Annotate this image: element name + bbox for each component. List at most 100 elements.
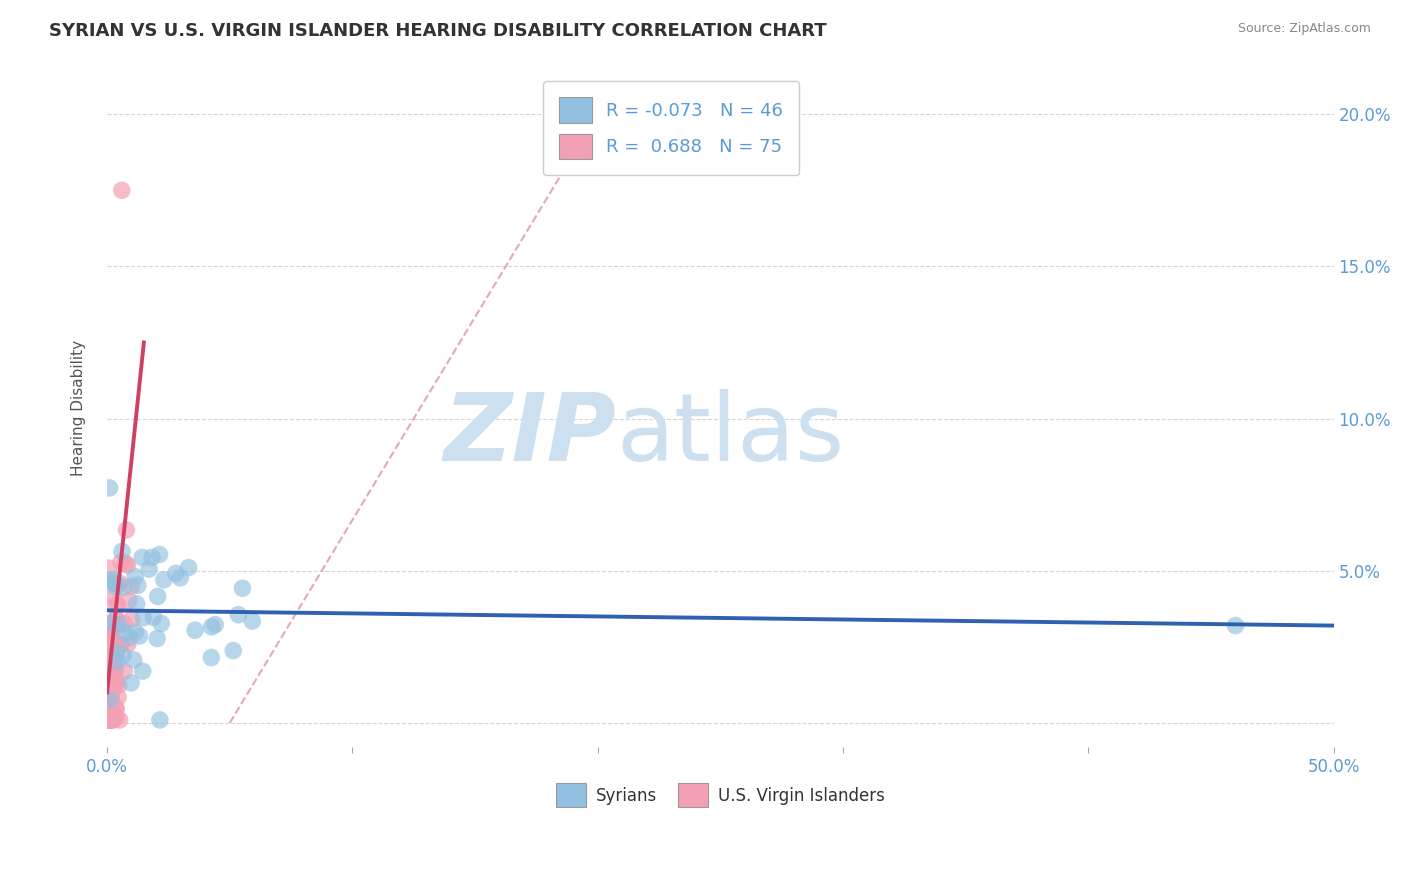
Point: [97, 713, 120, 727]
Point: [101, 713, 124, 727]
Point: [97, 678, 120, 692]
Point: [127, 578, 149, 592]
Point: [101, 713, 124, 727]
Point: [112, 580, 135, 594]
Point: [97, 713, 120, 727]
Point: [148, 548, 170, 562]
Point: [153, 573, 176, 587]
Point: [121, 612, 143, 626]
Point: [110, 555, 132, 569]
Point: [105, 645, 128, 659]
Point: [108, 576, 131, 591]
Point: [107, 617, 129, 632]
Point: [105, 655, 128, 669]
Point: [98, 712, 121, 726]
Point: [97, 713, 120, 727]
Point: [104, 673, 127, 687]
Point: [98, 481, 121, 495]
Point: [131, 550, 153, 565]
Point: [105, 677, 128, 691]
Point: [97, 698, 120, 712]
Point: [222, 643, 245, 657]
Point: [107, 619, 129, 633]
Point: [108, 713, 131, 727]
Point: [100, 691, 122, 706]
Point: [110, 638, 132, 652]
Point: [104, 576, 127, 591]
Point: [97, 713, 120, 727]
Point: [165, 566, 187, 581]
Point: [97, 628, 120, 642]
Point: [177, 560, 200, 574]
Point: [101, 684, 124, 698]
Point: [117, 637, 139, 651]
Point: [1225, 618, 1247, 632]
Point: [240, 614, 263, 628]
Point: [105, 618, 128, 632]
Text: Source: ZipAtlas.com: Source: ZipAtlas.com: [1237, 22, 1371, 36]
Point: [104, 612, 127, 626]
Point: [98, 713, 121, 727]
Point: [97, 713, 120, 727]
Point: [108, 638, 131, 652]
Text: SYRIAN VS U.S. VIRGIN ISLANDER HEARING DISABILITY CORRELATION CHART: SYRIAN VS U.S. VIRGIN ISLANDER HEARING D…: [49, 22, 827, 40]
Point: [103, 573, 125, 587]
Point: [100, 713, 122, 727]
Point: [98, 713, 121, 727]
Point: [103, 651, 125, 665]
Point: [128, 629, 150, 643]
Point: [104, 580, 127, 594]
Point: [105, 612, 128, 626]
Point: [98, 713, 121, 727]
Point: [97, 713, 120, 727]
Point: [98, 692, 121, 706]
Point: [138, 562, 160, 576]
Point: [97, 702, 120, 716]
Text: atlas: atlas: [616, 389, 845, 481]
Point: [122, 653, 145, 667]
Point: [105, 710, 128, 724]
Point: [114, 557, 136, 571]
Point: [104, 700, 127, 714]
Point: [104, 662, 127, 676]
Point: [97, 713, 120, 727]
Point: [124, 569, 146, 583]
Point: [100, 677, 122, 691]
Point: [103, 633, 125, 648]
Point: [98, 642, 121, 657]
Point: [200, 620, 222, 634]
Point: [107, 678, 129, 692]
Point: [97, 690, 120, 704]
Point: [97, 561, 120, 575]
Legend: Syrians, U.S. Virgin Islanders: Syrians, U.S. Virgin Islanders: [550, 777, 891, 814]
Point: [100, 666, 122, 681]
Point: [142, 610, 165, 624]
Point: [112, 616, 135, 631]
Point: [112, 648, 135, 663]
Point: [104, 708, 127, 723]
Point: [103, 680, 125, 694]
Point: [114, 625, 136, 640]
Point: [169, 571, 191, 585]
Point: [107, 690, 129, 705]
Point: [112, 664, 135, 678]
Point: [226, 607, 249, 622]
Point: [124, 625, 146, 640]
Point: [103, 668, 125, 682]
Point: [97, 657, 120, 671]
Point: [98, 574, 121, 588]
Point: [118, 593, 141, 607]
Point: [97, 689, 120, 703]
Point: [118, 631, 141, 645]
Point: [200, 650, 222, 665]
Point: [104, 598, 127, 612]
Point: [146, 632, 169, 646]
Point: [103, 590, 125, 604]
Point: [103, 672, 125, 686]
Point: [115, 523, 138, 537]
Point: [231, 582, 253, 596]
Point: [97, 623, 120, 637]
Point: [204, 617, 226, 632]
Point: [184, 623, 207, 637]
Point: [104, 663, 127, 677]
